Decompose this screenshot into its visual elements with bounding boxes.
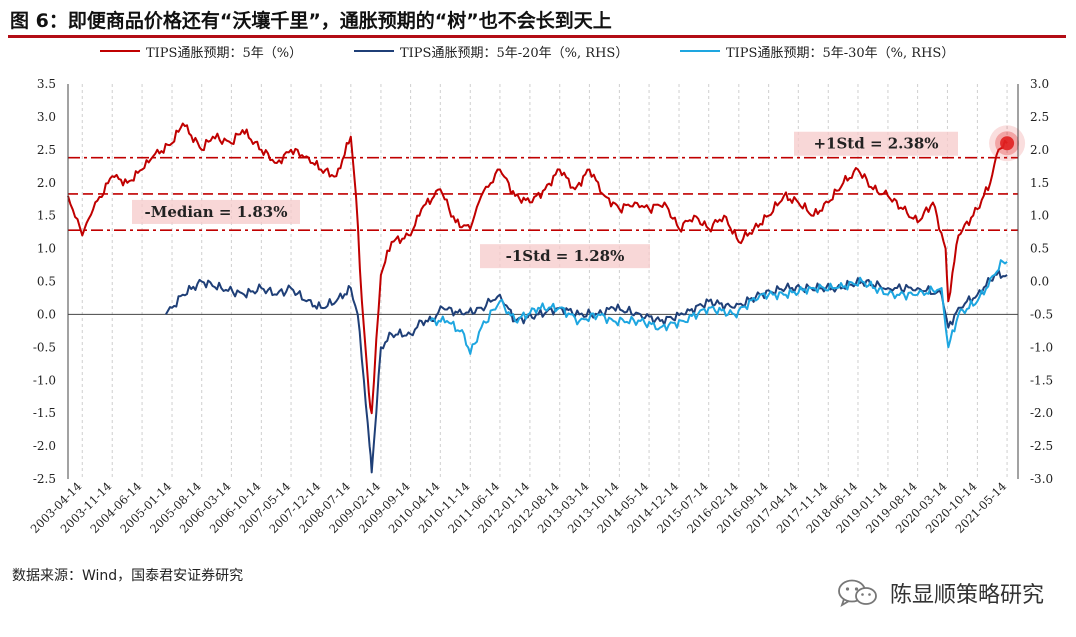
series-line-0 [67,122,1008,415]
y-right-tick-label: -2.5 [1030,439,1053,453]
y-left-tick-label: 1.0 [37,242,56,256]
figure-title: 图 6：即便商品价格还有“沃壤千里”，通胀预期的“树”也不会长到天上 [10,10,612,32]
y-left-tick-label: -1.0 [33,373,56,387]
y-right-tick-label: 2.5 [1030,110,1049,124]
highlight-point [1000,136,1015,151]
legend-label-5y30y: TIPS通胀预期：5年-30年（%, RHS） [726,45,955,61]
watermark: 陈显顺策略研究 [836,577,1044,609]
reference-label-box [480,244,650,269]
watermark-text: 陈显顺策略研究 [889,583,1044,608]
legend-item-5y: TIPS通胀预期：5年（%） [100,40,302,62]
series-line-2 [429,259,1008,355]
reference-label: -1Std = 1.28% [506,247,625,265]
y-left-tick-label: 0.5 [37,275,56,289]
y-left-tick-label: 3.0 [37,110,56,124]
reference-labels: +1Std = 2.38% -Median = 1.83% -1Std = 1.28… [145,135,939,265]
y-left-tick-label: -2.0 [33,439,56,453]
series-lines [67,122,1008,474]
legend-swatch-5y30y [680,50,720,52]
source-note: 数据来源：Wind，国泰君安证券研究 [12,568,244,584]
wechat-icon [838,579,877,607]
reference-label-box [132,199,300,224]
legend-item-5y20y: TIPS通胀预期：5年-20年（%, RHS） [354,40,628,62]
title-rule [8,35,1066,38]
y-right-tick-label: 2.0 [1030,143,1049,157]
y-left-tick-label: -1.5 [33,406,56,420]
series-line-1 [165,269,1008,474]
legend-swatch-5y20y [354,50,394,52]
legend: TIPS通胀预期：5年（%） TIPS通胀预期：5年-20年（%, RHS） T… [0,40,1076,62]
y-right-tick-label: 0.0 [1030,275,1049,289]
chart-plot: 2003-04-142003-11-142004-06-142005-01-14… [28,77,1054,536]
reference-label-box [794,131,958,156]
highlight [989,125,1026,162]
reference-label: -Median = 1.83% [145,203,288,221]
y-left-tick-label: 3.5 [37,77,56,91]
y-right-tick-label: 0.5 [1030,242,1049,256]
y-right-tick-label: 3.0 [1030,77,1049,91]
y-left-tick-label: 0.0 [37,307,56,321]
reference-label: +1Std = 2.38% [813,135,938,153]
y-right-tick-label: -1.5 [1030,373,1053,387]
legend-label-5y20y: TIPS通胀预期：5年-20年（%, RHS） [400,45,629,61]
y-right-tick-label: 1.0 [1030,209,1049,223]
legend-label-5y: TIPS通胀预期：5年（%） [146,45,303,61]
y-left-tick-label: -2.5 [33,472,56,486]
y-right-tick-label: 1.5 [1030,176,1049,190]
y-left-tick-label: 2.5 [37,143,56,157]
y-left-tick-label: 2.0 [37,176,56,190]
legend-swatch-5y [100,50,140,52]
reference-lines [68,156,1018,231]
y-left-tick-label: -0.5 [33,340,56,354]
y-right-tick-label: -2.0 [1030,406,1053,420]
legend-item-5y30y: TIPS通胀预期：5年-30年（%, RHS） [680,40,954,62]
y-right-tick-label: -1.0 [1030,340,1053,354]
y-right-tick-label: -3.0 [1030,472,1053,486]
reference-bands [132,131,958,269]
y-left-tick-label: 1.5 [37,209,56,223]
y-right-tick-label: -0.5 [1030,307,1053,321]
